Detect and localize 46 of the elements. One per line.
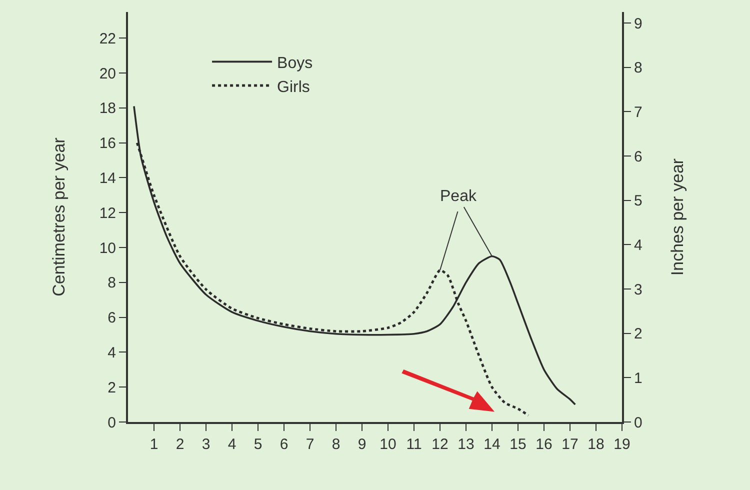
y2-tick-label: 1: [634, 370, 642, 387]
x-tick-label: 19: [614, 436, 630, 453]
x-tick-label: 4: [228, 436, 236, 453]
x-tick-label: 7: [306, 436, 314, 453]
y2-axis-title: Inches per year: [668, 158, 688, 276]
y2-tick-label: 5: [634, 192, 642, 210]
y-tick-label: 8: [108, 274, 116, 292]
y-axis-title: Centimetres per year: [49, 137, 68, 296]
y-tick-label: 14: [99, 170, 116, 187]
y2-tick-label: 3: [634, 281, 642, 298]
annotation: Peak: [440, 188, 478, 205]
x-tick-label: 12: [432, 436, 448, 453]
y2-tick-label: 2: [634, 326, 642, 343]
x-tick-label: 17: [562, 436, 578, 453]
x-tick-label: 13: [458, 436, 474, 453]
y-tick-label: 6: [108, 310, 116, 327]
legend-label: Boys: [277, 54, 313, 72]
y2-tick-label: 8: [634, 60, 642, 77]
x-tick-label: 11: [406, 436, 422, 453]
x-tick-label: 9: [358, 436, 366, 453]
x-tick-label: 18: [588, 436, 604, 453]
y-tick-label: 18: [99, 100, 116, 118]
y-tick-label: 0: [108, 414, 116, 432]
y-tick-label: 12: [99, 204, 116, 222]
y-tick-label: 20: [99, 65, 116, 82]
y2-tick-label: 0: [634, 414, 642, 432]
x-tick-label: 1: [150, 436, 158, 453]
y2-tick-label: 9: [634, 15, 642, 32]
y-tick-label: 16: [99, 135, 116, 152]
y2-tick-label: 7: [634, 104, 642, 121]
y-tick-label: 22: [99, 30, 116, 48]
legend-label: Girls: [277, 78, 310, 96]
y-tick-label: 4: [108, 344, 116, 362]
x-tick-label: 3: [202, 436, 210, 453]
x-tick-label: 2: [176, 436, 184, 453]
x-tick-label: 6: [280, 436, 288, 453]
y2-tick-label: 4: [634, 236, 642, 254]
y-tick-label: 10: [99, 240, 116, 257]
x-tick-label: 10: [380, 436, 396, 453]
x-tick-label: 16: [536, 436, 552, 453]
x-tick-label: 5: [254, 436, 262, 453]
y2-tick-label: 6: [634, 148, 642, 166]
y-tick-label: 2: [108, 379, 116, 396]
x-tick-label: 15: [510, 436, 526, 453]
x-tick-label: 8: [332, 436, 340, 453]
x-tick-label: 14: [484, 436, 500, 453]
